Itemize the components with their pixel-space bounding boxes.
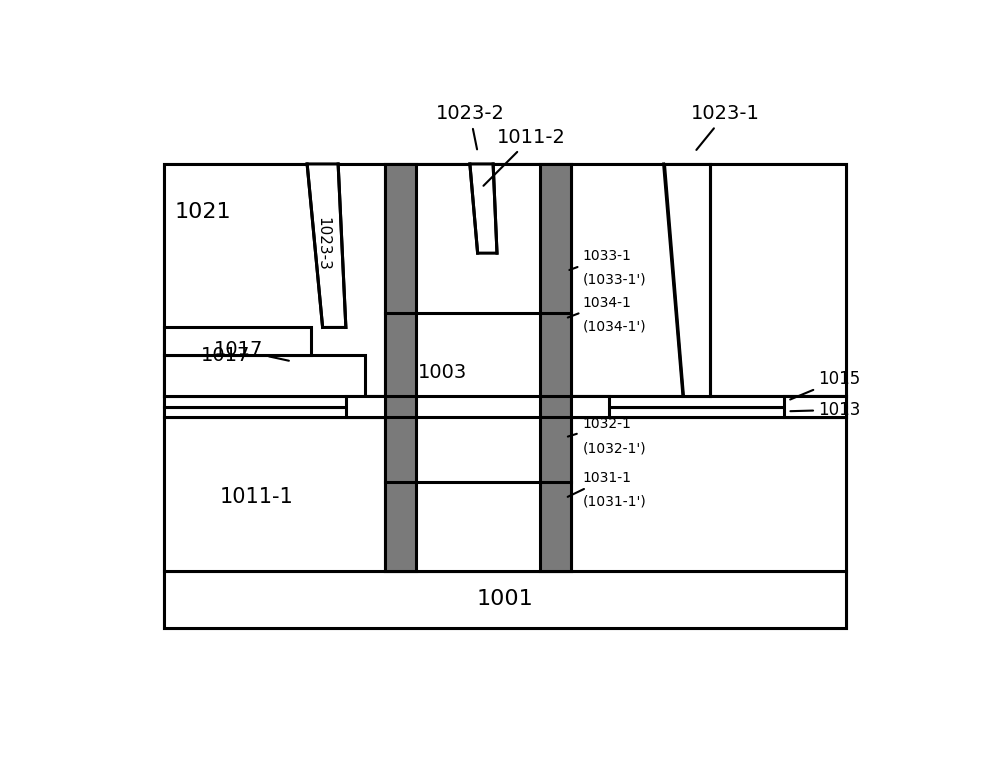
Bar (385, 164, 416, 571)
Text: 1017: 1017 (214, 340, 289, 361)
Text: 1033-1: 1033-1 (569, 249, 631, 270)
Text: (1034-1'): (1034-1') (582, 320, 646, 334)
Bar (164, 417, 846, 571)
Bar (164, 571, 846, 628)
Bar (346, 396, 385, 417)
Bar (164, 396, 846, 407)
Text: 1032-1: 1032-1 (568, 418, 631, 437)
Text: 1023-1: 1023-1 (691, 104, 760, 150)
Bar (385, 164, 571, 571)
Text: (1031-1'): (1031-1') (582, 495, 646, 509)
Text: 1023-3: 1023-3 (315, 217, 330, 271)
Polygon shape (307, 164, 346, 327)
Bar (540, 164, 571, 571)
Text: 1001: 1001 (476, 589, 533, 609)
Text: 1021: 1021 (174, 201, 231, 222)
Polygon shape (470, 164, 497, 253)
Text: 1003: 1003 (418, 363, 467, 381)
Bar (784, 396, 846, 417)
Text: 1011-2: 1011-2 (483, 128, 566, 186)
Text: 1023-2: 1023-2 (435, 104, 504, 149)
Bar (164, 164, 846, 396)
Bar (164, 407, 846, 417)
Polygon shape (664, 164, 710, 396)
Text: 1015: 1015 (790, 370, 861, 399)
Bar (164, 164, 846, 628)
Text: (1033-1'): (1033-1') (582, 273, 646, 287)
Text: 1031-1: 1031-1 (568, 471, 631, 497)
Text: 1034-1: 1034-1 (568, 296, 631, 317)
Text: 1011-1: 1011-1 (220, 487, 294, 507)
Text: 1017: 1017 (201, 346, 250, 365)
Bar (164, 355, 365, 396)
Bar (571, 396, 609, 417)
Text: 1013: 1013 (790, 401, 861, 419)
Bar (164, 327, 311, 355)
Text: (1032-1'): (1032-1') (582, 441, 646, 455)
